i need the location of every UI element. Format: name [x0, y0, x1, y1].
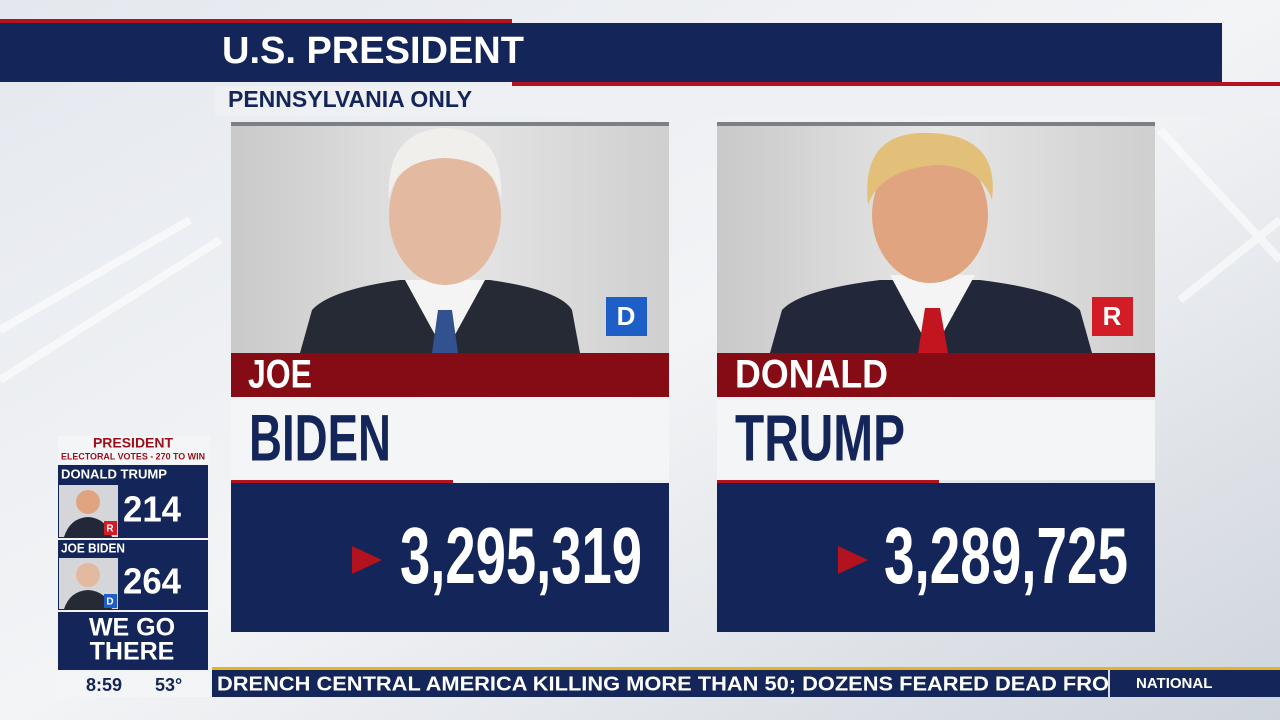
ticker-label: NATIONAL — [1136, 675, 1212, 692]
card-top — [231, 122, 669, 126]
tie — [432, 310, 458, 353]
thumb-face — [76, 563, 100, 587]
accent-line — [231, 480, 453, 483]
first-name-bar — [231, 353, 669, 397]
arrow — [838, 546, 868, 574]
thumb-suit — [64, 590, 112, 609]
sidebar-header — [58, 436, 210, 464]
electoral-votes: 214 — [123, 489, 181, 530]
party-badge — [104, 521, 117, 535]
time-bar — [58, 672, 210, 697]
hair — [867, 132, 993, 205]
slogan-box — [58, 612, 208, 670]
votes-box — [231, 483, 669, 632]
last-name-bar — [717, 400, 1155, 480]
sidebar-name: JOE BIDEN — [61, 540, 125, 555]
temperature: 53° — [155, 675, 182, 695]
candidate-card: R DONALD TRUMP 3,289,725 — [717, 122, 1155, 632]
first-name: JOE — [248, 353, 312, 397]
title-bar — [0, 23, 1222, 82]
ticker-accent — [212, 667, 1280, 670]
first-name-bar — [717, 353, 1155, 397]
background-lines — [0, 127, 1280, 384]
last-name: BIDEN — [249, 400, 391, 474]
ticker-bar — [212, 670, 1108, 697]
accent-line — [0, 19, 512, 23]
ticker-text: DRENCH CENTRAL AMERICA KILLING MORE THAN… — [217, 673, 1109, 695]
electoral-votes: 264 — [123, 561, 181, 602]
sidebar-name: DONALD TRUMP — [61, 466, 167, 481]
title: U.S. PRESIDENT — [222, 30, 524, 72]
vote-count: 3,295,319 — [400, 511, 642, 600]
slogan: THERE — [90, 638, 175, 666]
tie — [918, 308, 948, 353]
slogan: WE GO — [89, 614, 175, 642]
sidebar-party: R — [106, 524, 114, 535]
name-bar — [58, 465, 208, 484]
party-badge — [104, 594, 117, 608]
sidebar-party: D — [106, 597, 113, 608]
subtitle-bar — [215, 86, 1280, 116]
votes-box — [717, 483, 1155, 632]
last-name-bar — [231, 400, 669, 480]
ticker-label-box — [1110, 670, 1280, 697]
first-name: DONALD — [735, 353, 888, 397]
party-badge — [606, 297, 647, 336]
party-badge — [1092, 297, 1133, 336]
electoral-sidebar: PRESIDENT ELECTORAL VOTES - 270 TO WIN D… — [58, 435, 210, 697]
candidate-card: D JOE BIDEN 3,295,319 — [231, 122, 669, 632]
face — [389, 145, 501, 285]
thumb-suit — [64, 517, 112, 537]
sidebar-subtitle: ELECTORAL VOTES - 270 TO WIN — [61, 451, 205, 461]
accent-line — [717, 480, 939, 483]
last-name: TRUMP — [735, 400, 905, 474]
sidebar-title: PRESIDENT — [93, 435, 174, 451]
hair — [388, 128, 502, 200]
subtitle: PENNSYLVANIA ONLY — [228, 86, 472, 112]
face — [872, 147, 988, 283]
accent-line — [512, 82, 1280, 86]
time: 8:59 — [86, 675, 122, 695]
arrow — [352, 546, 382, 574]
card-top — [717, 122, 1155, 126]
party: D — [617, 301, 636, 331]
thumb-face — [76, 490, 100, 514]
vote-count: 3,289,725 — [884, 511, 1128, 600]
party: R — [1103, 301, 1122, 331]
name-bar — [58, 540, 208, 558]
